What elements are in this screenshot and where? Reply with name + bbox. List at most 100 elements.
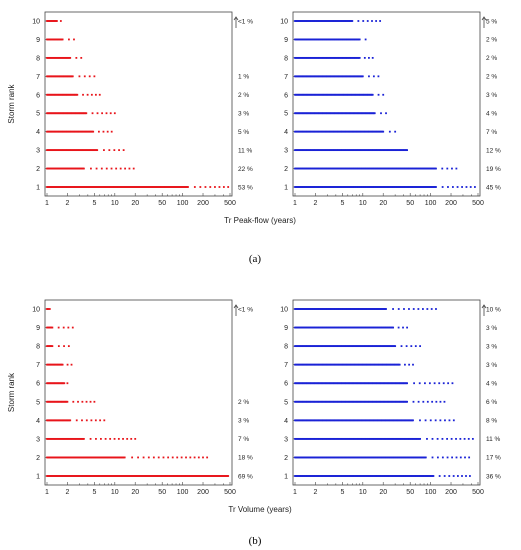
data-point [93,400,96,403]
data-point [406,149,408,152]
percent-label: 45 % [486,184,501,191]
x-tick-label: 50 [406,200,414,207]
data-point [443,475,446,477]
chart-b-blue: 1 2 5 10 20 50 100 200 500 1 2 3 4 5 6 7 8 9 10 36 % 17 % 11 … [280,299,501,496]
data-point [400,345,403,348]
data-point [438,475,441,477]
y-tick-label: 5 [36,111,40,118]
x-tick-label: 5 [92,489,96,496]
data-point [368,56,370,59]
x-tick-label: 500 [472,489,484,496]
percent-label: 11 % [238,147,253,154]
x-tick-label: 2 [313,200,317,207]
data-point [428,382,431,385]
data-point [105,112,108,115]
data-point [67,345,70,348]
data-point [187,186,189,188]
data-point [103,419,106,422]
data-point [89,437,92,440]
data-point [388,130,391,133]
data-point [227,475,230,477]
y-tick-label: 4 [284,129,288,136]
data-point [435,186,437,188]
data-point [426,437,428,440]
data-point [464,456,466,459]
x-tick-label: 5 [340,200,344,207]
data-point [78,75,81,78]
data-point [380,112,382,115]
data-point [442,382,445,385]
data-point [134,437,137,440]
data-point [446,167,449,170]
data-point [371,20,373,22]
x-tick-label: 100 [177,200,189,207]
y-tick-label: 2 [36,455,40,462]
y-tick-label: 5 [284,111,288,118]
y-tick-label: 2 [284,166,288,173]
x-tick-label: 200 [445,200,457,207]
percent-label: 1 % [238,74,249,81]
percent-label: 3 % [486,92,497,99]
data-point [465,186,468,188]
data-point [81,400,84,403]
data-point [368,75,370,78]
data-point [351,20,354,22]
percent-label: 3 % [486,325,497,332]
data-point [405,345,408,348]
data-point [86,93,89,96]
data-point [206,456,209,459]
data-point [469,186,472,188]
data-point [446,437,448,440]
data-point [90,167,92,170]
data-point [436,456,439,459]
data-point [157,456,160,459]
data-point [459,456,462,459]
data-point [406,400,408,403]
data-point [63,345,65,348]
percent-label: 69 % [238,473,253,480]
data-point [361,75,364,78]
data-point [455,437,457,440]
data-point [85,419,88,422]
data-point [456,475,459,477]
data-point [362,20,365,22]
data-point [119,167,122,170]
data-point [441,167,444,170]
data-point [451,167,453,170]
data-point [89,400,92,403]
x-tick-label: 200 [197,489,209,496]
data-point [222,186,225,188]
data-point [392,326,395,329]
percent-label: 5 % [486,18,497,25]
percent-label: 53 % [238,184,253,191]
up-arrow-icon [233,16,239,21]
percent-label: <1 % [238,18,253,25]
data-point [96,112,99,115]
data-point [366,20,369,22]
data-point [456,186,459,188]
data-point [451,456,454,459]
data-point [385,308,387,310]
x-tick-label: 50 [158,200,166,207]
plot-frame [44,11,233,197]
percent-label: 36 % [486,473,501,480]
data-point [424,382,426,385]
data-point [404,363,406,366]
data-point [48,308,51,310]
data-point [412,308,415,310]
y-tick-label: 6 [284,92,288,99]
data-point [108,149,111,152]
x-tick-label: 10 [111,489,119,496]
x-tick-label: 2 [313,489,317,496]
data-point [426,308,429,310]
data-point [435,167,437,170]
data-point [104,437,107,440]
percent-label: 4 % [486,381,497,388]
data-point [66,363,69,366]
data-point [57,345,60,348]
data-point [57,326,60,329]
percent-label: 11 % [486,436,501,443]
data-point [105,167,108,170]
data-point [467,437,470,440]
data-point [439,400,442,403]
